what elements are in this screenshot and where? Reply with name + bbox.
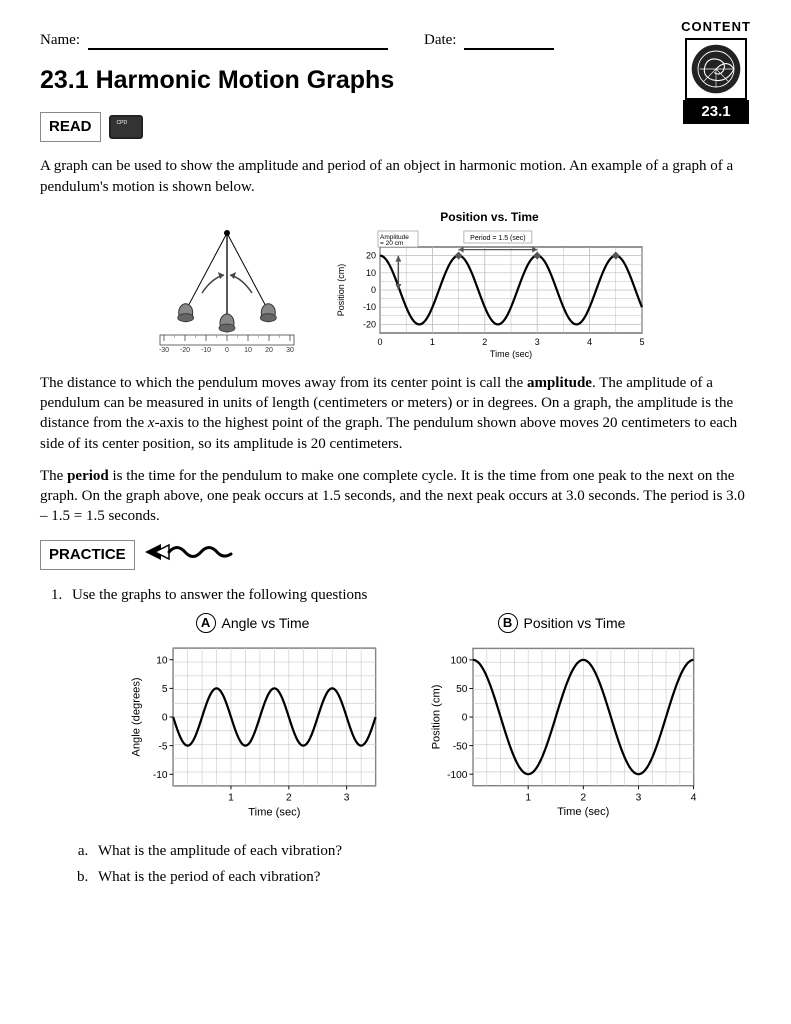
svg-text:-100: -100 (447, 770, 468, 781)
svg-text:3: 3 (534, 337, 539, 347)
svg-text:= 20 cm: = 20 cm (380, 240, 403, 247)
svg-text:1: 1 (228, 793, 234, 804)
svg-text:-10: -10 (362, 302, 375, 312)
page-title: 23.1 Harmonic Motion Graphs (40, 64, 751, 98)
svg-text:1: 1 (429, 337, 434, 347)
svg-text:2: 2 (285, 793, 291, 804)
chart-b-title: Position vs Time (524, 614, 626, 633)
period-paragraph: The period is the time for the pendulum … (40, 466, 751, 527)
pendulum-diagram: -30 -20 -10 0 10 20 30 (142, 223, 312, 359)
example-chart: Position vs. Time 20100-10-20012345Posit… (330, 209, 650, 359)
svg-text:Time (sec): Time (sec) (557, 806, 609, 818)
svg-text:4: 4 (587, 337, 592, 347)
svg-text:0: 0 (161, 713, 167, 724)
svg-text:0: 0 (461, 713, 467, 724)
svg-text:Position (cm): Position (cm) (430, 685, 442, 750)
svg-text:100: 100 (450, 656, 467, 667)
date-input-line[interactable] (464, 32, 554, 50)
svg-text:2: 2 (580, 793, 586, 804)
svg-text:Period = 1.5 (sec): Period = 1.5 (sec) (470, 235, 525, 242)
svg-text:10: 10 (244, 347, 252, 353)
name-label: Name: (40, 30, 80, 50)
read-section-header: READ (40, 112, 751, 142)
svg-text:10: 10 (365, 268, 375, 278)
content-label: CONTENT (681, 18, 751, 36)
chart-b: B Position vs Time 100 50 0 -50 -100 1 2 3 4 Posi… (423, 613, 701, 823)
question-1a: What is the amplitude of each vibration? (92, 841, 751, 861)
svg-text:0: 0 (377, 337, 382, 347)
svg-text:-10: -10 (152, 770, 167, 781)
question-1-text: Use the graphs to answer the following q… (72, 587, 367, 603)
svg-text:-30: -30 (158, 347, 168, 353)
svg-text:3: 3 (343, 793, 349, 804)
intro-paragraph: A graph can be used to show the amplitud… (40, 156, 751, 197)
svg-text:-5: -5 (158, 742, 167, 753)
svg-text:-10: -10 (200, 347, 210, 353)
arrow-squiggle-icon (143, 539, 233, 571)
example-chart-title: Position vs. Time (330, 209, 650, 225)
svg-text:Time (sec): Time (sec) (248, 807, 300, 819)
svg-text:1: 1 (525, 793, 531, 804)
book-icon (109, 115, 143, 139)
read-label: READ (40, 112, 101, 142)
svg-text:0: 0 (225, 347, 229, 353)
chart-b-letter: B (498, 613, 518, 633)
svg-text:2: 2 (482, 337, 487, 347)
badge-number: 23.1 (683, 100, 749, 124)
example-figure: -30-20-100102030 Position vs. Time 20100… (40, 209, 751, 359)
svg-text:-20: -20 (179, 347, 189, 353)
practice-label: PRACTICE (40, 540, 135, 570)
svg-text:50: 50 (456, 684, 468, 695)
svg-text:-20: -20 (362, 319, 375, 329)
svg-text:Position (cm): Position (cm) (336, 264, 346, 317)
svg-text:-50: -50 (452, 741, 467, 752)
practice-section-header: PRACTICE (40, 539, 751, 571)
question-1: Use the graphs to answer the following q… (66, 585, 751, 888)
svg-text:20: 20 (365, 251, 375, 261)
date-label: Date: (424, 30, 456, 50)
practice-charts: A Angle vs Time 1050-5-10123Angle (degre… (72, 613, 751, 823)
chart-a-title: Angle vs Time (222, 614, 310, 633)
svg-text:10: 10 (156, 656, 168, 667)
question-list: Use the graphs to answer the following q… (66, 585, 751, 888)
svg-text:Angle (degrees): Angle (degrees) (130, 677, 142, 756)
svg-text:5: 5 (161, 684, 167, 695)
svg-text:20: 20 (265, 347, 273, 353)
nautilus-icon (685, 38, 747, 100)
svg-text:4: 4 (690, 793, 696, 804)
content-badge: CONTENT 23.1 (681, 18, 751, 124)
svg-text:5: 5 (639, 337, 644, 347)
svg-text:0: 0 (370, 285, 375, 295)
amplitude-paragraph: The distance to which the pendulum moves… (40, 373, 751, 454)
chart-a-letter: A (196, 613, 216, 633)
svg-text:30: 30 (286, 347, 294, 353)
chart-a: A Angle vs Time 10 5 0 -5 -10 1 2 3 Angle (degre… (123, 613, 383, 823)
sub-questions: What is the amplitude of each vibration?… (92, 841, 751, 888)
question-1b: What is the period of each vibration? (92, 867, 751, 887)
name-input-line[interactable] (88, 32, 388, 50)
svg-text:3: 3 (635, 793, 641, 804)
header-row: Name: Date: (40, 30, 751, 50)
svg-text:Time (sec): Time (sec) (489, 349, 531, 359)
